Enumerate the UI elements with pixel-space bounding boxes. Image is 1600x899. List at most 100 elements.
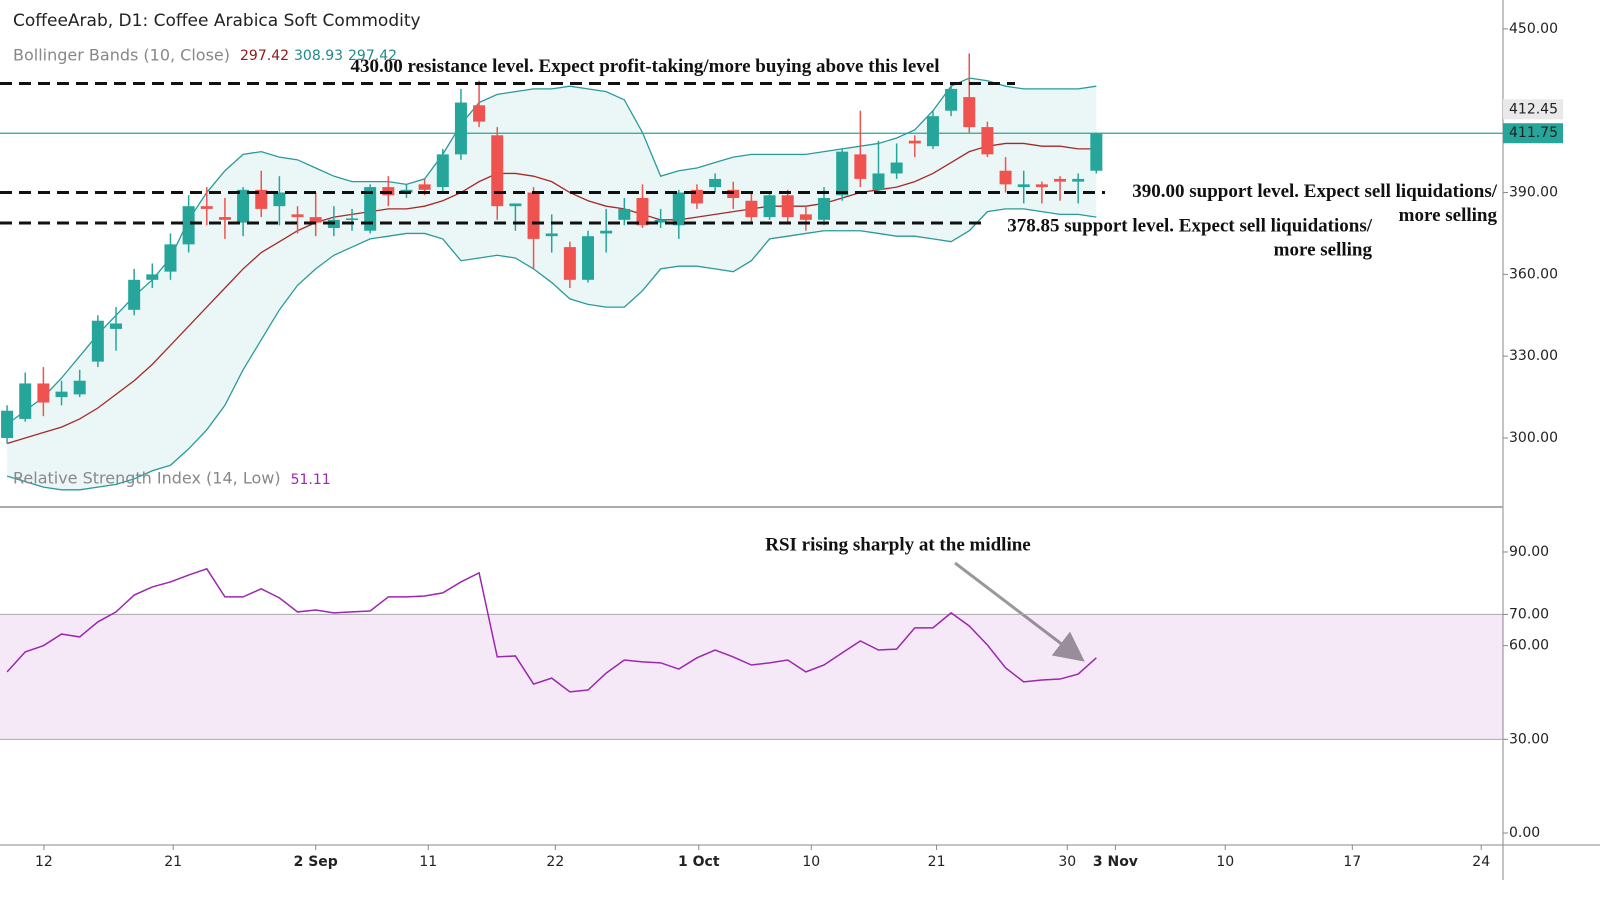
candle-body — [908, 140, 921, 144]
candle-body — [1090, 133, 1103, 171]
candle-body — [799, 214, 812, 220]
candle-body — [273, 192, 286, 207]
candle-body — [37, 383, 50, 403]
x-tick-label: 17 — [1343, 854, 1361, 870]
y-tick-label: 390.00 — [1509, 185, 1558, 201]
bands-value: 297.42 — [348, 48, 397, 64]
candle-body — [1017, 184, 1030, 188]
candle-body — [527, 192, 540, 239]
rsi-y-tick-label: 60.00 — [1509, 638, 1549, 654]
candle-body — [491, 135, 504, 207]
candle-body — [364, 187, 377, 231]
candle-body — [672, 192, 685, 226]
y-tick-label: 360.00 — [1509, 266, 1558, 282]
rsi-y-tick-label: 70.00 — [1509, 606, 1549, 622]
candle-body — [309, 217, 322, 223]
level-annotation: 390.00 support level. Expect sell liquid… — [1132, 181, 1497, 202]
x-tick-label: 10 — [1216, 854, 1234, 870]
bands-legend: Bollinger Bands (10, Close) — [13, 46, 230, 65]
arrow — [954, 561, 1085, 662]
rsi-y-tick-label: 0.00 — [1509, 825, 1540, 841]
bands-value: 297.42 — [240, 48, 289, 64]
rsi-y-tick-label: 30.00 — [1509, 731, 1549, 747]
candle-body — [346, 218, 359, 220]
level-annotation: 430.00 resistance level. Expect profit-t… — [351, 56, 940, 77]
candle-body — [1054, 178, 1067, 182]
candle-body — [981, 127, 994, 155]
candle-body — [128, 279, 141, 310]
candle-body — [836, 151, 849, 196]
candle-body — [1, 410, 14, 438]
candle-body — [19, 383, 32, 419]
candle-body — [781, 195, 794, 218]
candle-body — [709, 178, 722, 188]
candle-body — [473, 105, 486, 122]
x-tick-label: 12 — [35, 854, 53, 870]
candle-body — [745, 200, 758, 218]
candle-body — [509, 203, 522, 207]
candle-body — [110, 323, 123, 329]
x-tick-label: 24 — [1472, 854, 1490, 870]
candle-body — [582, 236, 595, 280]
candle-body — [872, 173, 885, 190]
candle-body — [1035, 184, 1048, 188]
plot: 450.00390.00360.00330.00300.0090.0070.00… — [0, 21, 1563, 870]
candle-body — [545, 233, 558, 237]
candle-body — [55, 391, 68, 398]
x-tick-label: 3 Nov — [1093, 854, 1138, 870]
candle-body — [1072, 178, 1085, 182]
candle-body — [255, 189, 268, 209]
candle-body — [164, 244, 177, 272]
candle-body — [454, 102, 467, 155]
candle-body — [73, 380, 86, 395]
candle-body — [200, 206, 213, 209]
candle-body — [818, 198, 831, 220]
candle-body — [436, 154, 449, 188]
candle-body — [600, 230, 613, 234]
level-annotation: 378.85 support level. Expect sell liquid… — [1007, 215, 1372, 236]
price-label-box — [1503, 99, 1563, 120]
x-tick-label: 10 — [802, 854, 820, 870]
candle-body — [636, 198, 649, 226]
price-label: 411.75 — [1509, 125, 1558, 141]
candle-body — [654, 219, 667, 223]
bands-value: 308.93 — [294, 48, 343, 64]
candle-body — [218, 217, 231, 220]
candle-body — [418, 184, 431, 190]
candle-body — [763, 195, 776, 218]
candle-body — [291, 214, 304, 218]
x-tick-label: 1 Oct — [678, 854, 720, 870]
y-tick-label: 300.00 — [1509, 430, 1558, 446]
price-label-box — [1503, 123, 1563, 144]
rsi-annotation: RSI rising sharply at the midline — [765, 534, 1031, 555]
candle-body — [618, 208, 631, 220]
candle-body — [237, 189, 250, 223]
candle-body — [563, 247, 576, 280]
y-tick-label: 450.00 — [1509, 21, 1558, 37]
candle-body — [963, 97, 976, 128]
y-tick-label: 330.00 — [1509, 348, 1558, 364]
band-lower — [6, 208, 1097, 491]
candle-body — [91, 320, 104, 362]
rsi-band — [0, 614, 1503, 740]
candle-body — [999, 170, 1012, 185]
x-tick-label: 21 — [928, 854, 946, 870]
rsi-line — [6, 567, 1097, 693]
level-annotation: more selling — [1399, 205, 1498, 226]
x-tick-label: 30 — [1058, 854, 1076, 870]
candle-body — [182, 206, 195, 245]
rsi-value: 51.11 — [291, 472, 331, 488]
x-tick-label: 21 — [164, 854, 182, 870]
candle-body — [854, 154, 867, 179]
candle-body — [945, 88, 958, 111]
x-tick-label: 2 Sep — [294, 854, 338, 870]
chart-title: CoffeeArab, D1: Coffee Arabica Soft Comm… — [13, 11, 421, 31]
x-tick-label: 22 — [546, 854, 564, 870]
candle-body — [146, 274, 159, 280]
band-middle — [6, 142, 1097, 445]
level-annotation: more selling — [1274, 239, 1373, 260]
x-tick-label: 11 — [419, 854, 437, 870]
candle-body — [890, 162, 903, 174]
price-label: 412.45 — [1509, 101, 1558, 117]
